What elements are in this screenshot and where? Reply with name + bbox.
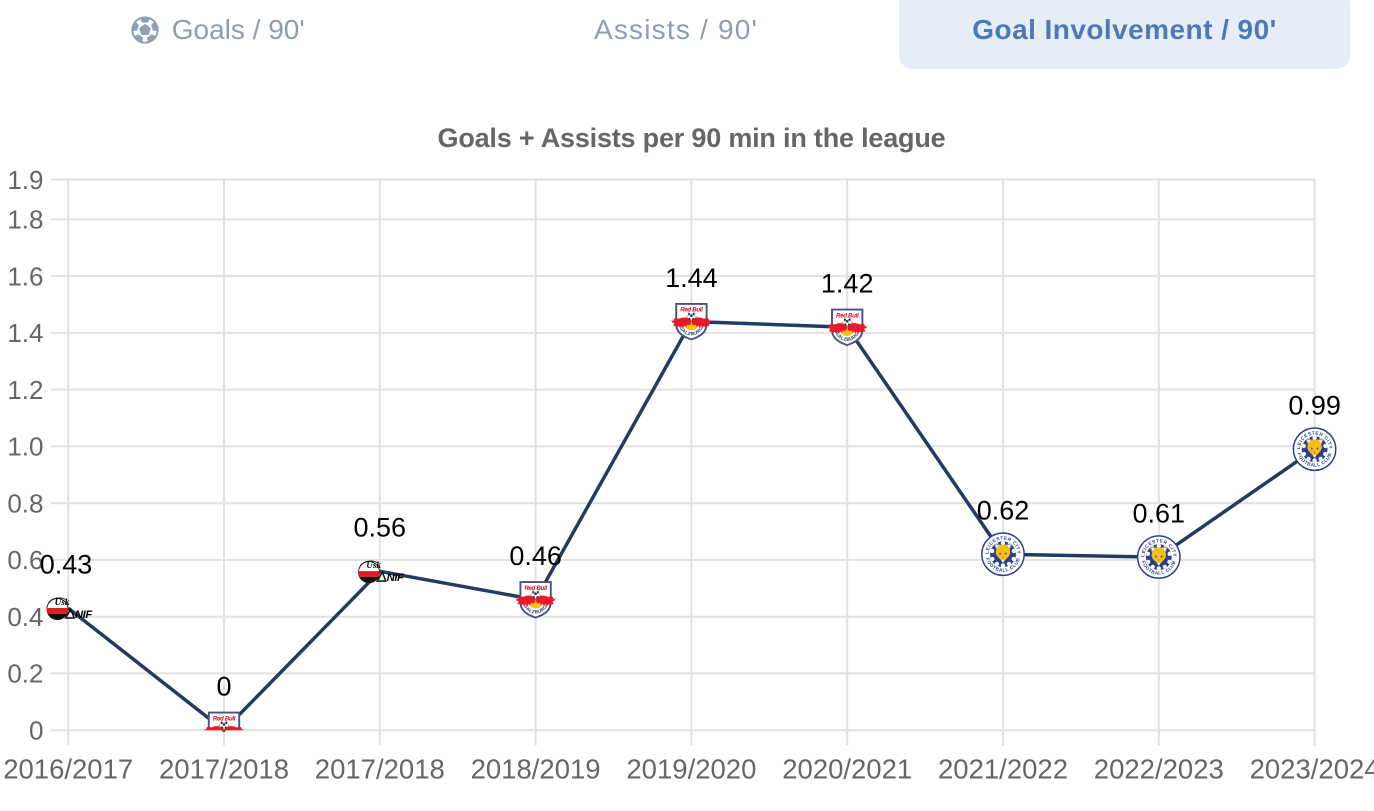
svg-text:1.42: 1.42 [821, 269, 874, 299]
svg-text:0.8: 0.8 [7, 489, 43, 519]
svg-text:0.99: 0.99 [1288, 391, 1341, 421]
svg-text:0.46: 0.46 [509, 541, 562, 571]
svg-text:1.2: 1.2 [7, 375, 43, 405]
svg-text:0.62: 0.62 [977, 496, 1030, 526]
svg-text:2016/2017: 2016/2017 [3, 754, 133, 785]
svg-text:2021/2022: 2021/2022 [938, 754, 1068, 785]
svg-text:2023/2024: 2023/2024 [1250, 754, 1374, 785]
svg-text:1.44: 1.44 [665, 263, 718, 293]
svg-text:1.6: 1.6 [7, 261, 43, 291]
svg-text:2017/2018: 2017/2018 [159, 754, 289, 785]
svg-text:2017/2018: 2017/2018 [315, 754, 445, 785]
svg-text:2019/2020: 2019/2020 [626, 754, 756, 785]
svg-text:1.8: 1.8 [7, 205, 43, 235]
svg-text:2020/2021: 2020/2021 [782, 754, 912, 785]
svg-text:1.0: 1.0 [7, 432, 43, 462]
svg-text:0.56: 0.56 [354, 513, 407, 543]
svg-text:1.4: 1.4 [7, 318, 43, 348]
svg-text:2018/2019: 2018/2019 [471, 754, 601, 785]
svg-text:0: 0 [216, 672, 231, 702]
svg-text:0.6: 0.6 [7, 545, 43, 575]
svg-text:2022/2023: 2022/2023 [1094, 754, 1224, 785]
svg-text:0.43: 0.43 [40, 550, 93, 580]
svg-text:0: 0 [29, 716, 43, 746]
svg-text:0.2: 0.2 [7, 659, 43, 689]
svg-text:1.9: 1.9 [7, 165, 43, 195]
svg-text:0.4: 0.4 [7, 602, 43, 632]
svg-text:0.61: 0.61 [1133, 498, 1186, 528]
